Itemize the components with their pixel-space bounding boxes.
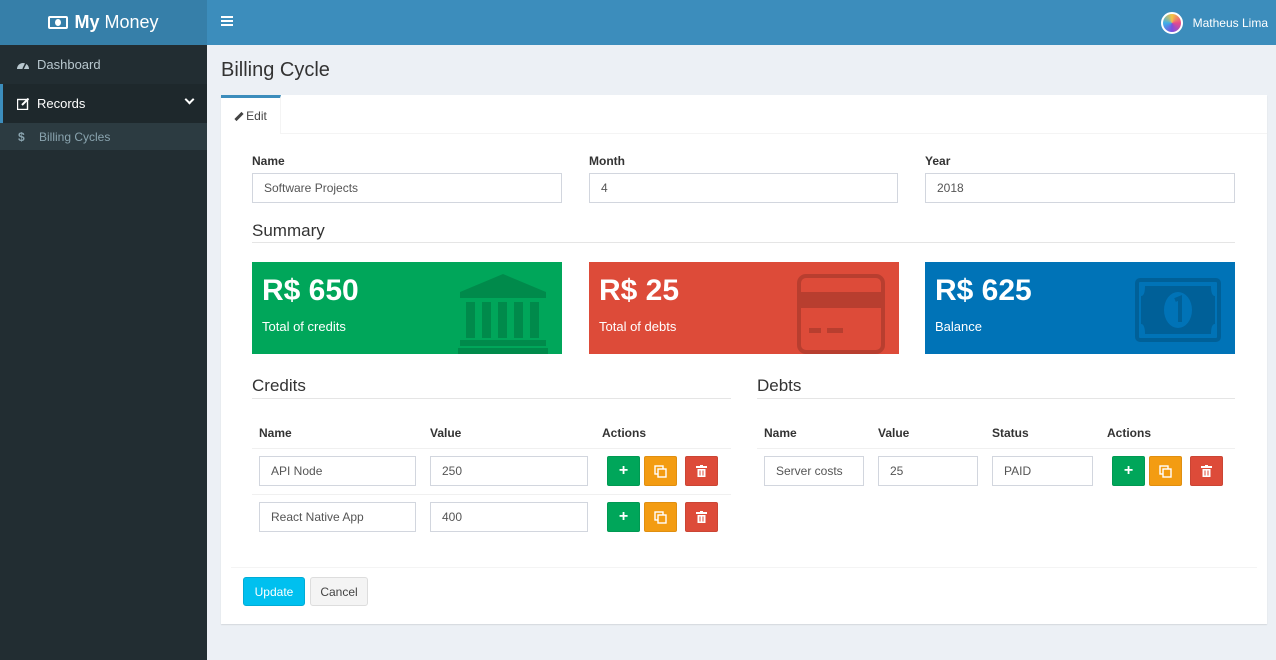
sidebar-item-label: Records [37, 96, 86, 111]
credits-caption: Total of credits [262, 319, 346, 334]
billing-cycle-form: Edit Name Month Year Summary R$ 650 Tota… [221, 95, 1267, 624]
dollar-icon: $ [18, 129, 25, 144]
money-icon [1135, 278, 1221, 342]
avatar [1160, 12, 1183, 34]
credits-title: Credits [252, 376, 306, 395]
clone-credit-button[interactable] [644, 502, 677, 532]
debt-value-field[interactable] [878, 456, 978, 486]
name-field[interactable] [252, 173, 562, 203]
credit-value-field[interactable] [430, 456, 588, 486]
logo-text: Money [104, 12, 159, 32]
update-button[interactable]: Update [243, 577, 305, 606]
month-label: Month [589, 154, 625, 168]
summary-title: Summary [252, 221, 325, 240]
summary-divider [252, 242, 1235, 243]
balance-total: R$ 625 [935, 274, 1032, 307]
credits-col-actions: Actions [602, 426, 647, 440]
sidebar-item-records[interactable]: Records [0, 84, 207, 123]
sidebar-subitem-label: Billing Cycles [39, 129, 111, 144]
menu-toggle-icon[interactable] [221, 16, 233, 26]
trash-icon [696, 465, 707, 477]
debts-header-divider [757, 448, 1235, 449]
sidebar-item-dashboard[interactable]: Dashboard [0, 45, 207, 84]
year-label: Year [925, 154, 951, 168]
credits-col-name: Name [259, 426, 292, 440]
add-debt-button[interactable]: + [1112, 456, 1145, 486]
top-navbar: Matheus Lima [207, 0, 1276, 45]
clone-icon [654, 510, 667, 524]
trash-icon [696, 511, 707, 523]
credits-divider [252, 398, 731, 399]
app-logo[interactable]: My Money [0, 0, 207, 45]
clone-icon [1159, 464, 1172, 478]
pencil-icon [234, 111, 244, 121]
trash-icon [1201, 465, 1212, 477]
debts-caption: Total of debts [599, 319, 677, 334]
tab-edit[interactable]: Edit [221, 95, 281, 134]
user-name: Matheus Lima [1192, 16, 1268, 30]
debt-status-field[interactable] [992, 456, 1093, 486]
debts-col-value: Value [878, 426, 910, 440]
credit-name-field[interactable] [259, 502, 416, 532]
credit-card-icon [797, 274, 885, 354]
sidebar: Dashboard Records $ Billing Cycles [0, 45, 207, 660]
delete-credit-button[interactable] [685, 456, 718, 486]
debt-name-field[interactable] [764, 456, 864, 486]
clone-debt-button[interactable] [1149, 456, 1182, 486]
sidebar-item-billing-cycles[interactable]: $ Billing Cycles [0, 123, 207, 150]
debts-col-actions: Actions [1107, 426, 1152, 440]
chevron-down-icon [184, 94, 195, 105]
dashboard-icon [16, 59, 30, 70]
footer-divider [231, 567, 1257, 568]
bank-icon [458, 274, 548, 354]
delete-debt-button[interactable] [1190, 456, 1223, 486]
add-credit-button[interactable]: + [607, 502, 640, 532]
cancel-button[interactable]: Cancel [310, 577, 368, 606]
user-menu[interactable]: Matheus Lima [1160, 12, 1268, 34]
name-label: Name [252, 154, 285, 168]
credit-value-field[interactable] [430, 502, 588, 532]
month-field[interactable] [589, 173, 898, 203]
debts-col-name: Name [764, 426, 797, 440]
credits-header-divider [252, 448, 731, 449]
sidebar-item-label: Dashboard [37, 57, 101, 72]
money-icon [48, 16, 69, 29]
plus-icon: + [1123, 462, 1134, 479]
debts-title: Debts [757, 376, 802, 395]
tab-label: Edit [246, 109, 267, 123]
debts-total: R$ 25 [599, 274, 680, 307]
plus-icon: + [618, 508, 629, 525]
debts-summary-card: R$ 25 Total of debts [589, 262, 899, 354]
debts-divider [757, 398, 1235, 399]
logo-bold: My [74, 12, 100, 32]
clone-credit-button[interactable] [644, 456, 677, 486]
credits-row-divider [252, 494, 731, 495]
credits-total: R$ 650 [262, 274, 359, 307]
credits-summary-card: R$ 650 Total of credits [252, 262, 562, 354]
plus-icon: + [618, 462, 629, 479]
credit-name-field[interactable] [259, 456, 416, 486]
debts-col-status: Status [992, 426, 1029, 440]
balance-summary-card: R$ 625 Balance [925, 262, 1235, 354]
credits-col-value: Value [430, 426, 462, 440]
page-title: Billing Cycle [221, 59, 330, 81]
balance-caption: Balance [935, 319, 982, 334]
add-credit-button[interactable]: + [607, 456, 640, 486]
edit-icon [16, 97, 30, 110]
year-field[interactable] [925, 173, 1235, 203]
tab-bar: Edit [221, 95, 1267, 134]
delete-credit-button[interactable] [685, 502, 718, 532]
clone-icon [654, 464, 667, 478]
